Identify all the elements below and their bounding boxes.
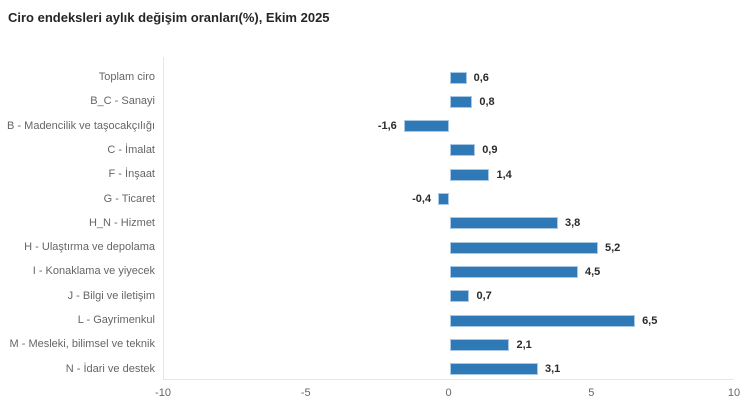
bar-value-label: 2,1 (516, 338, 532, 351)
category-label: Toplam ciro (98, 71, 155, 83)
bar[interactable] (438, 193, 450, 205)
bar[interactable] (449, 217, 558, 230)
plot-area: 0,6 0,8 -1,6 0,9 1,4 -0,4 3,8 5,2 4,5 0,7 6,5 2,1 3,… (163, 57, 734, 380)
bar-value-label: 3,8 (564, 217, 581, 230)
bar-value-label: 0,8 (479, 95, 495, 108)
x-tick-label: 0 (445, 387, 452, 399)
bar-value-label: 0,9 (482, 144, 498, 157)
bar-value-label: -1,6 (377, 120, 397, 133)
category-label: H - Ulaştırma ve depolama (24, 241, 155, 254)
bar-value-label: 4,5 (584, 265, 601, 278)
category-label: I - Konaklama ve yiyecek (32, 265, 155, 278)
bar-value-label: 1,4 (496, 168, 512, 181)
category-label: B_C - Sanayi (90, 95, 155, 108)
bar[interactable] (449, 95, 473, 108)
bar[interactable] (449, 363, 538, 376)
chart-title: Ciro endeksleri aylık değişim oranları(%… (8, 10, 330, 25)
category-label: C - İmalat (107, 143, 155, 156)
category-label: H_N - Hizmet (88, 216, 155, 229)
bar[interactable] (449, 314, 636, 327)
bar-value-label: 6,5 (642, 314, 658, 327)
bar-value-label: 0,7 (476, 290, 492, 303)
bar[interactable] (403, 120, 450, 133)
bar[interactable] (449, 338, 510, 351)
category-label: M - Mesleki, bilimsel ve teknik (9, 338, 155, 351)
bar-value-label: 0,6 (473, 71, 489, 84)
category-label: G - Ticaret (103, 192, 155, 205)
bar-value-label: 5,2 (604, 241, 621, 254)
x-tick-label: 5 (588, 387, 595, 399)
bar[interactable] (449, 71, 467, 84)
x-tick-label: -5 (300, 387, 311, 399)
bar[interactable] (449, 265, 578, 278)
bar[interactable] (449, 144, 476, 157)
bar[interactable] (449, 290, 470, 303)
category-label: N - İdari ve destek (65, 362, 155, 375)
bar[interactable] (449, 241, 598, 254)
category-label: F - İnşaat (108, 168, 155, 181)
category-label: B - Madencilik ve taşocakçılığı (7, 119, 155, 132)
x-tick-label: 10 (727, 387, 741, 399)
bar[interactable] (449, 168, 490, 181)
bar-value-label: -0,4 (412, 193, 432, 205)
x-tick-label: -10 (155, 387, 171, 399)
bar-value-label: 3,1 (545, 363, 561, 376)
category-label: L - Gayrimenkul (77, 314, 155, 326)
category-label: J - Bilgi ve iletişim (67, 289, 155, 302)
